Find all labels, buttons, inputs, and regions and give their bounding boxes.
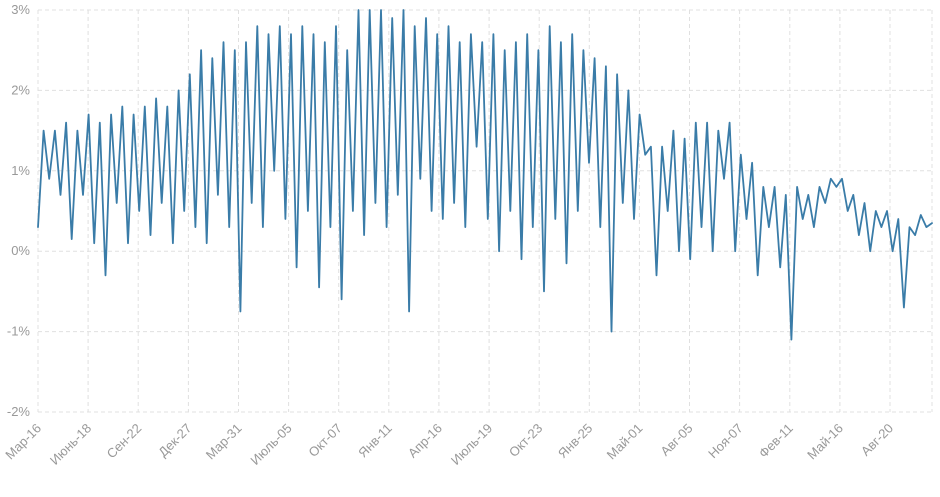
x-axis-tick-label: Май-16: [804, 421, 846, 463]
x-axis-tick-label: Апр-16: [405, 421, 445, 461]
x-axis-tick-label: Окт-23: [506, 421, 545, 460]
x-axis-tick-label: Сен-22: [104, 421, 145, 462]
x-axis-tick-label: Ноя-07: [705, 421, 746, 462]
y-axis-tick-label: 2%: [11, 82, 30, 97]
y-axis-tick-label: -2%: [7, 404, 31, 419]
y-axis-tick-label: -1%: [7, 324, 31, 339]
x-axis-tick-label: Июль-05: [247, 421, 294, 468]
x-axis-tick-label: Авг-20: [858, 421, 896, 459]
x-axis-tick-label: Июль-19: [448, 421, 495, 468]
x-axis-tick-label: Мар-31: [203, 421, 245, 463]
y-axis-tick-label: 3%: [11, 2, 30, 17]
y-axis-tick-label: 1%: [11, 163, 30, 178]
x-axis-tick-label: Дек-27: [155, 421, 194, 460]
x-axis-tick-label: Окт-07: [305, 421, 344, 460]
y-axis-tick-label: 0%: [11, 243, 30, 258]
x-axis-tick-label: Мар-16: [2, 421, 44, 463]
x-axis-tick-label: Янв-11: [355, 421, 395, 461]
x-axis-tick-label: Июнь-18: [47, 421, 94, 468]
x-axis-tick-label: Авг-05: [657, 421, 695, 459]
x-axis-tick-label: Янв-25: [555, 421, 595, 461]
x-axis-tick-label: Фев-11: [756, 421, 796, 461]
data-series-line: [37, 9, 933, 341]
x-axis-tick-label: Май-01: [604, 421, 646, 463]
